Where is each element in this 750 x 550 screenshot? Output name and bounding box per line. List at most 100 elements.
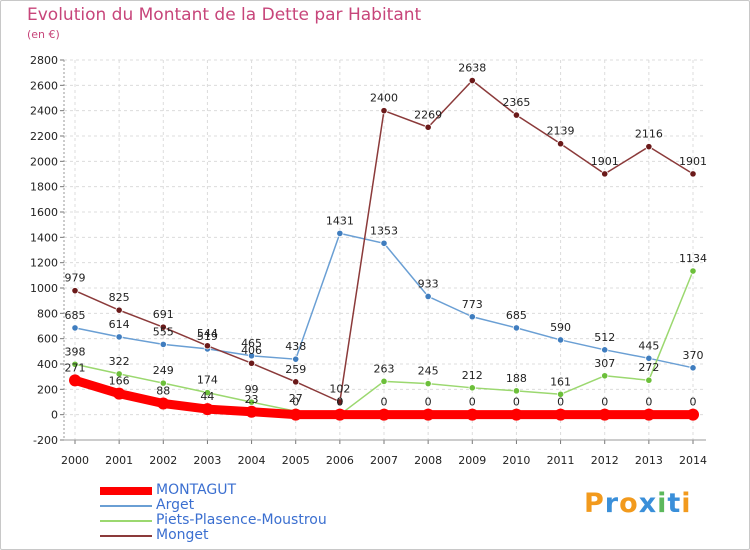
data-point [292, 355, 300, 363]
series-layer [69, 76, 699, 421]
y-tick-label: 1600 [30, 206, 58, 219]
data-label: 271 [65, 361, 86, 374]
data-point [71, 287, 79, 295]
data-point [422, 408, 435, 421]
data-label: 0 [513, 396, 520, 409]
data-point [601, 170, 609, 178]
data-label: 1353 [370, 224, 398, 237]
data-point [203, 389, 212, 397]
data-point [201, 403, 214, 416]
y-tick-label: 200 [37, 383, 58, 396]
data-label: 322 [109, 355, 130, 368]
y-tick-label: -200 [33, 434, 58, 447]
legend-swatch [100, 535, 152, 537]
data-label: 0 [601, 396, 608, 409]
data-point [247, 352, 256, 360]
data-point [203, 342, 212, 350]
y-tick-label: 2200 [30, 130, 58, 143]
data-label: 1901 [591, 155, 619, 168]
y-tick-label: 2000 [30, 155, 58, 168]
data-point [424, 292, 432, 301]
data-point [645, 376, 653, 384]
data-point [601, 372, 609, 380]
data-label: 263 [374, 362, 395, 375]
data-point [556, 140, 565, 148]
x-tick-label: 2003 [193, 454, 221, 467]
data-label: 99 [245, 383, 259, 396]
data-point [510, 408, 523, 421]
data-point [687, 408, 699, 421]
data-label: 445 [638, 339, 659, 352]
data-point [380, 239, 388, 247]
series-monget [71, 76, 697, 406]
data-label: 0 [381, 396, 388, 409]
data-label: 773 [462, 298, 483, 311]
data-label: 0 [292, 396, 299, 409]
data-label: 307 [594, 357, 615, 370]
data-point [554, 408, 567, 421]
data-label: 398 [65, 345, 86, 358]
data-label: 590 [550, 321, 571, 334]
data-label: 245 [418, 365, 439, 378]
data-point [71, 324, 79, 332]
data-point [512, 111, 521, 119]
data-point [245, 405, 258, 418]
data-point [336, 229, 344, 238]
data-label: 88 [156, 385, 170, 398]
legend-swatch [100, 505, 152, 507]
data-point [159, 379, 167, 387]
x-tick-label: 2013 [635, 454, 663, 467]
data-point [512, 324, 521, 332]
data-label: 825 [109, 291, 130, 304]
data-label: 0 [557, 396, 564, 409]
data-point [333, 408, 346, 421]
data-label: 102 [329, 383, 350, 396]
data-label: 691 [153, 308, 174, 321]
data-point [466, 408, 479, 421]
proxiti-logo: Proxiti [584, 488, 692, 519]
chart-subtitle: (en €) [27, 28, 60, 41]
data-point [689, 364, 697, 372]
axis-layer: -200020040060080010001200140016001800200… [30, 54, 707, 467]
data-label: 0 [645, 396, 652, 409]
data-point [247, 359, 256, 367]
y-tick-label: 800 [37, 307, 58, 320]
data-label: 1134 [679, 252, 707, 265]
data-label: 685 [65, 309, 86, 322]
x-tick-label: 2011 [547, 454, 575, 467]
x-tick-label: 2009 [458, 454, 486, 467]
data-point [512, 387, 521, 395]
x-tick-label: 2007 [370, 454, 398, 467]
data-label: 259 [285, 363, 306, 376]
y-tick-label: 1800 [30, 181, 58, 194]
x-tick-label: 2010 [502, 454, 530, 467]
legend-label: Arget [156, 497, 195, 513]
data-point [598, 408, 611, 421]
data-point [556, 390, 565, 398]
x-tick-label: 2005 [282, 454, 310, 467]
data-label: 685 [506, 309, 527, 322]
data-label: 0 [336, 396, 343, 409]
data-point [556, 336, 565, 344]
data-point [601, 346, 609, 354]
legend-label: Monget [156, 527, 209, 543]
x-tick-label: 2006 [326, 454, 354, 467]
data-label: 406 [241, 344, 262, 357]
data-label: 614 [109, 318, 130, 331]
y-tick-label: 0 [51, 409, 58, 422]
data-point [336, 398, 344, 406]
data-label: 512 [594, 331, 615, 344]
legend-swatch [100, 487, 152, 495]
data-label: 555 [153, 325, 174, 338]
data-point [468, 313, 476, 321]
data-label: 465 [241, 337, 262, 350]
data-point [159, 340, 167, 348]
data-point [159, 323, 167, 331]
chart-title: Evolution du Montant de la Dette par Hab… [27, 5, 422, 25]
data-label: 166 [109, 375, 130, 388]
data-point [289, 408, 302, 421]
data-point [380, 107, 388, 115]
x-tick-label: 2008 [414, 454, 442, 467]
y-tick-label: 2600 [30, 79, 58, 92]
